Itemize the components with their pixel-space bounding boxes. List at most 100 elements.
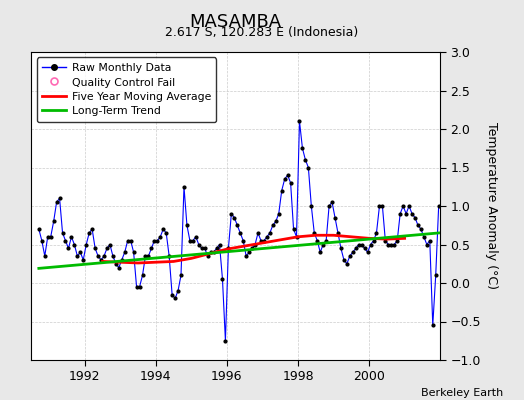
Point: [423, 241, 431, 248]
Point: [76, 249, 84, 255]
Point: [219, 276, 227, 282]
Point: [58, 230, 67, 236]
Point: [381, 238, 389, 244]
Point: [420, 234, 428, 240]
Point: [239, 238, 247, 244]
Point: [343, 260, 351, 267]
Point: [396, 210, 405, 217]
Point: [251, 241, 259, 248]
Point: [414, 222, 422, 228]
Point: [82, 241, 91, 248]
Point: [189, 238, 197, 244]
Point: [337, 245, 345, 252]
Point: [245, 249, 253, 255]
Point: [375, 203, 384, 209]
Point: [150, 238, 159, 244]
Point: [159, 226, 167, 232]
Point: [121, 249, 129, 255]
Point: [192, 234, 200, 240]
Point: [174, 288, 182, 294]
Title: MASAMBA: MASAMBA: [190, 13, 282, 31]
Point: [334, 230, 342, 236]
Point: [313, 238, 321, 244]
Point: [301, 156, 310, 163]
Point: [390, 241, 398, 248]
Point: [266, 230, 274, 236]
Point: [162, 230, 170, 236]
Point: [366, 241, 375, 248]
Point: [319, 241, 328, 248]
Point: [201, 245, 209, 252]
Point: [292, 234, 301, 240]
Point: [230, 214, 238, 221]
Point: [378, 203, 387, 209]
Point: [38, 238, 46, 244]
Point: [141, 253, 150, 259]
Point: [67, 234, 75, 240]
Point: [100, 253, 108, 259]
Point: [61, 238, 70, 244]
Point: [363, 249, 372, 255]
Point: [183, 222, 191, 228]
Point: [73, 253, 82, 259]
Point: [64, 245, 73, 252]
Point: [304, 164, 313, 171]
Point: [399, 203, 407, 209]
Point: [138, 272, 147, 278]
Point: [289, 226, 298, 232]
Point: [325, 203, 333, 209]
Point: [405, 203, 413, 209]
Point: [212, 245, 221, 252]
Point: [425, 238, 434, 244]
Point: [361, 245, 369, 252]
Point: [168, 291, 176, 298]
Point: [177, 272, 185, 278]
Point: [278, 187, 286, 194]
Point: [434, 203, 443, 209]
Point: [271, 218, 280, 225]
Point: [357, 241, 366, 248]
Point: [310, 230, 319, 236]
Point: [411, 214, 419, 221]
Point: [248, 245, 256, 252]
Point: [129, 249, 138, 255]
Point: [348, 249, 357, 255]
Point: [254, 230, 262, 236]
Point: [227, 210, 236, 217]
Point: [307, 203, 315, 209]
Y-axis label: Temperature Anomaly (°C): Temperature Anomaly (°C): [485, 122, 498, 290]
Point: [322, 238, 330, 244]
Point: [94, 253, 102, 259]
Point: [280, 176, 289, 182]
Point: [97, 257, 105, 263]
Point: [43, 234, 52, 240]
Point: [352, 245, 360, 252]
Point: [429, 322, 437, 328]
Point: [117, 257, 126, 263]
Point: [340, 257, 348, 263]
Point: [275, 210, 283, 217]
Point: [79, 257, 88, 263]
Point: [283, 172, 292, 178]
Point: [408, 210, 416, 217]
Point: [144, 253, 152, 259]
Point: [417, 226, 425, 232]
Point: [70, 241, 79, 248]
Point: [298, 145, 307, 152]
Point: [260, 238, 268, 244]
Point: [156, 234, 165, 240]
Point: [56, 195, 64, 202]
Point: [269, 222, 277, 228]
Point: [236, 230, 244, 236]
Point: [242, 253, 250, 259]
Point: [108, 253, 117, 259]
Point: [147, 245, 156, 252]
Point: [165, 253, 173, 259]
Point: [124, 238, 132, 244]
Point: [103, 245, 111, 252]
Point: [387, 241, 396, 248]
Point: [432, 272, 440, 278]
Point: [372, 230, 380, 236]
Point: [49, 218, 58, 225]
Point: [402, 210, 410, 217]
